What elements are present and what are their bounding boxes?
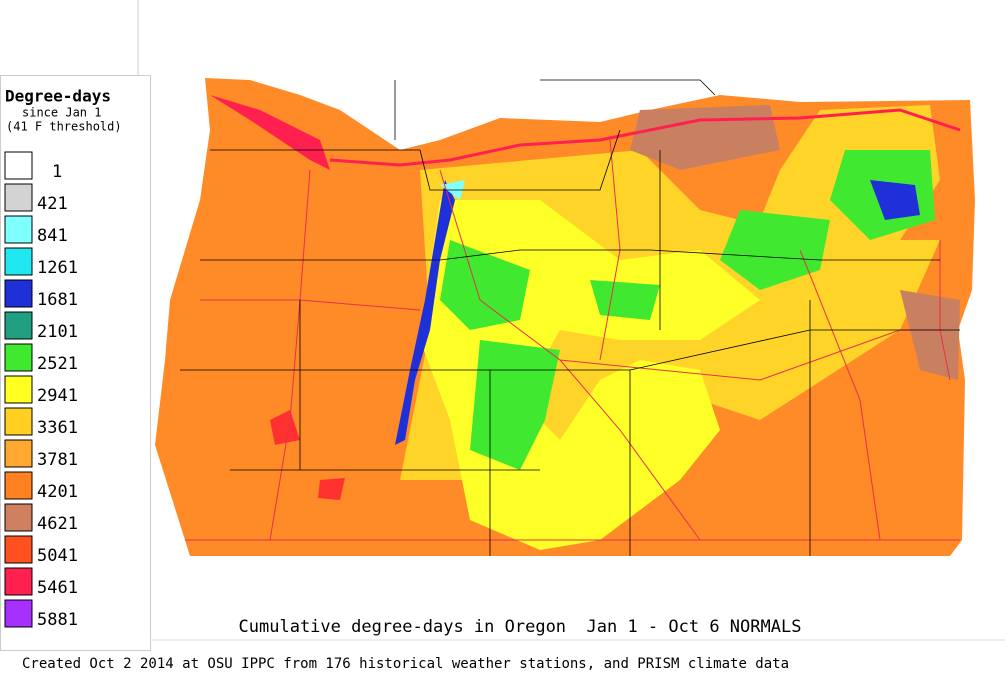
legend-swatch: [4, 567, 33, 596]
river: [210, 95, 330, 170]
legend-swatch: [4, 535, 33, 564]
legend-items: 1 421 841 1261 1681 2101 2521 2941 3361 3781 4201 4…: [4, 151, 78, 630]
region: [270, 410, 300, 445]
legend-label: 1681: [37, 290, 78, 310]
legend-swatch: [4, 407, 33, 436]
region: [870, 180, 920, 220]
legend-swatch: [4, 183, 33, 212]
legend-swatch: [4, 503, 33, 532]
legend-label: 421: [37, 194, 68, 214]
region: [590, 280, 660, 320]
oregon-map: [155, 78, 975, 556]
legend-subtitle: since Jan 1: [22, 106, 101, 120]
legend-label: 5881: [37, 610, 78, 630]
legend-swatch: [4, 439, 33, 468]
map-title: Cumulative degree-days in Oregon Jan 1 -…: [239, 617, 802, 637]
legend-label: 841: [37, 226, 68, 246]
county-lines: [180, 79, 960, 556]
region: [318, 478, 345, 500]
legend-label: 4621: [37, 514, 78, 534]
legend-swatch: [4, 311, 33, 340]
legend-swatch: [4, 279, 33, 308]
region: [630, 105, 780, 170]
legend-swatch: [4, 151, 33, 180]
legend-label: 2101: [37, 322, 78, 342]
river: [329, 108, 961, 167]
cascades: [395, 180, 455, 445]
footer: Created Oct 2 2014 at OSU IPPC from 176 …: [22, 656, 789, 672]
legend-label: 1: [52, 162, 62, 182]
legend-title: Degree-days: [5, 87, 111, 106]
legend-box: [0, 75, 151, 651]
legend-swatch: [4, 247, 33, 276]
legend-note: (41 F threshold): [6, 120, 122, 134]
legend-swatch: [4, 343, 33, 372]
legend-label: 3361: [37, 418, 78, 438]
region: [440, 240, 530, 330]
legend-swatch: [4, 375, 33, 404]
legend-label: 1261: [37, 258, 78, 278]
region: [470, 340, 560, 470]
legend-label: 2521: [37, 354, 78, 374]
legend-label: 5041: [37, 546, 78, 566]
legend-swatch: [4, 215, 33, 244]
legend-label: 3781: [37, 450, 78, 470]
legend-label: 4201: [37, 482, 78, 502]
legend-swatch: [4, 599, 33, 628]
legend-swatch: [4, 471, 33, 500]
region: [720, 210, 830, 290]
legend-label: 2941: [37, 386, 78, 406]
legend-label: 5461: [37, 578, 78, 598]
